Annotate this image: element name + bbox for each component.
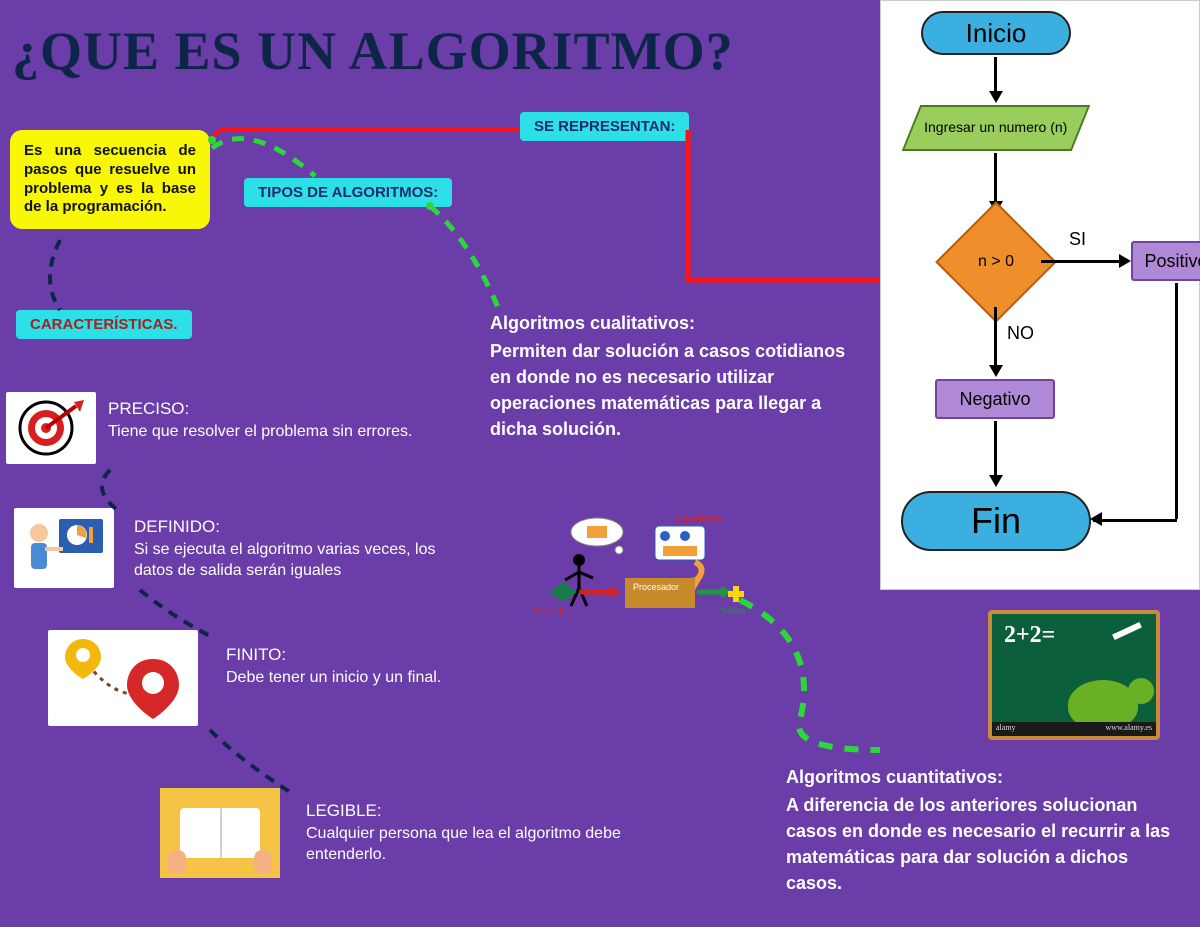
- tag-se-representan: SE REPRESENTAN:: [520, 112, 689, 141]
- char-finito-text: Debe tener un inicio y un final.: [226, 668, 506, 689]
- flowchart-panel: Inicio Ingresar un numero (n) n > 0 SI P…: [880, 0, 1200, 590]
- char-preciso-title: PRECISO:: [108, 398, 428, 420]
- char-preciso: PRECISO: Tiene que resolver el problema …: [108, 398, 428, 443]
- fc-arrowhead: [1119, 254, 1131, 268]
- fc-arrow: [994, 307, 997, 367]
- label-entradas: Entradas: [535, 606, 572, 616]
- fc-fin: Fin: [901, 491, 1091, 551]
- page-title: ¿QUE ES UN ALGORITMO?: [12, 20, 734, 82]
- fc-arrowhead: [989, 475, 1003, 487]
- fc-label-si: SI: [1069, 229, 1086, 250]
- chalk-icon: [1112, 622, 1142, 640]
- char-definido-title: DEFINIDO:: [134, 516, 474, 538]
- fc-label-no: NO: [1007, 323, 1034, 344]
- algo-cualitativos-title: Algoritmos cualitativos:: [490, 310, 870, 336]
- algo-cuantitativos-title: Algoritmos cuantitativos:: [786, 764, 1176, 790]
- fc-arrow: [994, 153, 997, 203]
- processor-diagram: Algoritmo Entradas Procesador Salidas: [535, 510, 735, 610]
- watermark-bar: alamy www.alamy.es: [992, 722, 1156, 736]
- map-pin-icon: [48, 630, 198, 726]
- char-legible-title: LEGIBLE:: [306, 800, 626, 822]
- algo-cuantitativos: Algoritmos cuantitativos: A diferencia d…: [786, 764, 1176, 896]
- book-icon: [160, 788, 280, 878]
- char-legible-text: Cualquier persona que lea el algoritmo d…: [306, 824, 626, 866]
- char-finito: FINITO: Debe tener un inicio y un final.: [226, 644, 506, 689]
- tag-tipos: TIPOS DE ALGORITMOS:: [244, 178, 452, 207]
- fc-arrowhead: [1090, 512, 1102, 526]
- fc-arrow: [1041, 260, 1121, 263]
- fc-arrow: [994, 421, 997, 477]
- fc-negativo: Negativo: [935, 379, 1055, 419]
- turtle-head-icon: [1128, 678, 1154, 704]
- char-definido-text: Si se ejecuta el algoritmo varias veces,…: [134, 540, 474, 582]
- chalkboard-image: 2+2= alamy www.alamy.es: [988, 610, 1160, 740]
- fc-input: Ingresar un numero (n): [902, 105, 1091, 151]
- fc-arrow: [994, 57, 997, 93]
- char-finito-title: FINITO:: [226, 644, 506, 666]
- label-salidas: Salidas: [721, 606, 745, 616]
- fc-decision: n > 0: [935, 201, 1057, 323]
- target-icon: [6, 392, 96, 464]
- definition-box: Es una secuencia de pasos que resuelve u…: [10, 130, 210, 229]
- watermark-left: alamy: [996, 723, 1016, 735]
- fc-arrowhead: [989, 365, 1003, 377]
- presenter-icon: [14, 508, 114, 588]
- watermark-right: www.alamy.es: [1105, 723, 1152, 735]
- char-legible: LEGIBLE: Cualquier persona que lea el al…: [306, 800, 626, 866]
- chalkboard-equation: 2+2=: [1004, 622, 1055, 649]
- label-algoritmo: Algoritmo: [675, 514, 722, 525]
- char-preciso-text: Tiene que resolver el problema sin error…: [108, 422, 428, 443]
- fc-arrowhead: [989, 91, 1003, 103]
- algo-cualitativos-text: Permiten dar solución a casos cotidianos…: [490, 341, 845, 439]
- algo-cualitativos: Algoritmos cualitativos: Permiten dar so…: [490, 310, 870, 442]
- algo-cuantitativos-text: A diferencia de los anteriores soluciona…: [786, 795, 1170, 893]
- fc-arrow: [1175, 283, 1178, 519]
- fc-positivo: Positivo: [1131, 241, 1200, 281]
- tag-caracteristicas: CARACTERÍSTICAS.: [16, 310, 192, 339]
- fc-inicio: Inicio: [921, 11, 1071, 55]
- label-procesador: Procesador: [633, 582, 679, 592]
- fc-arrow: [1093, 519, 1177, 522]
- char-definido: DEFINIDO: Si se ejecuta el algoritmo var…: [134, 516, 474, 582]
